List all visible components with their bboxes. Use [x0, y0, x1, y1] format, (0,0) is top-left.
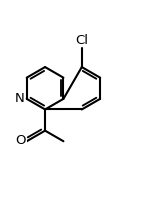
Text: N: N [15, 92, 24, 105]
Text: O: O [15, 134, 26, 148]
Text: Cl: Cl [75, 34, 88, 47]
